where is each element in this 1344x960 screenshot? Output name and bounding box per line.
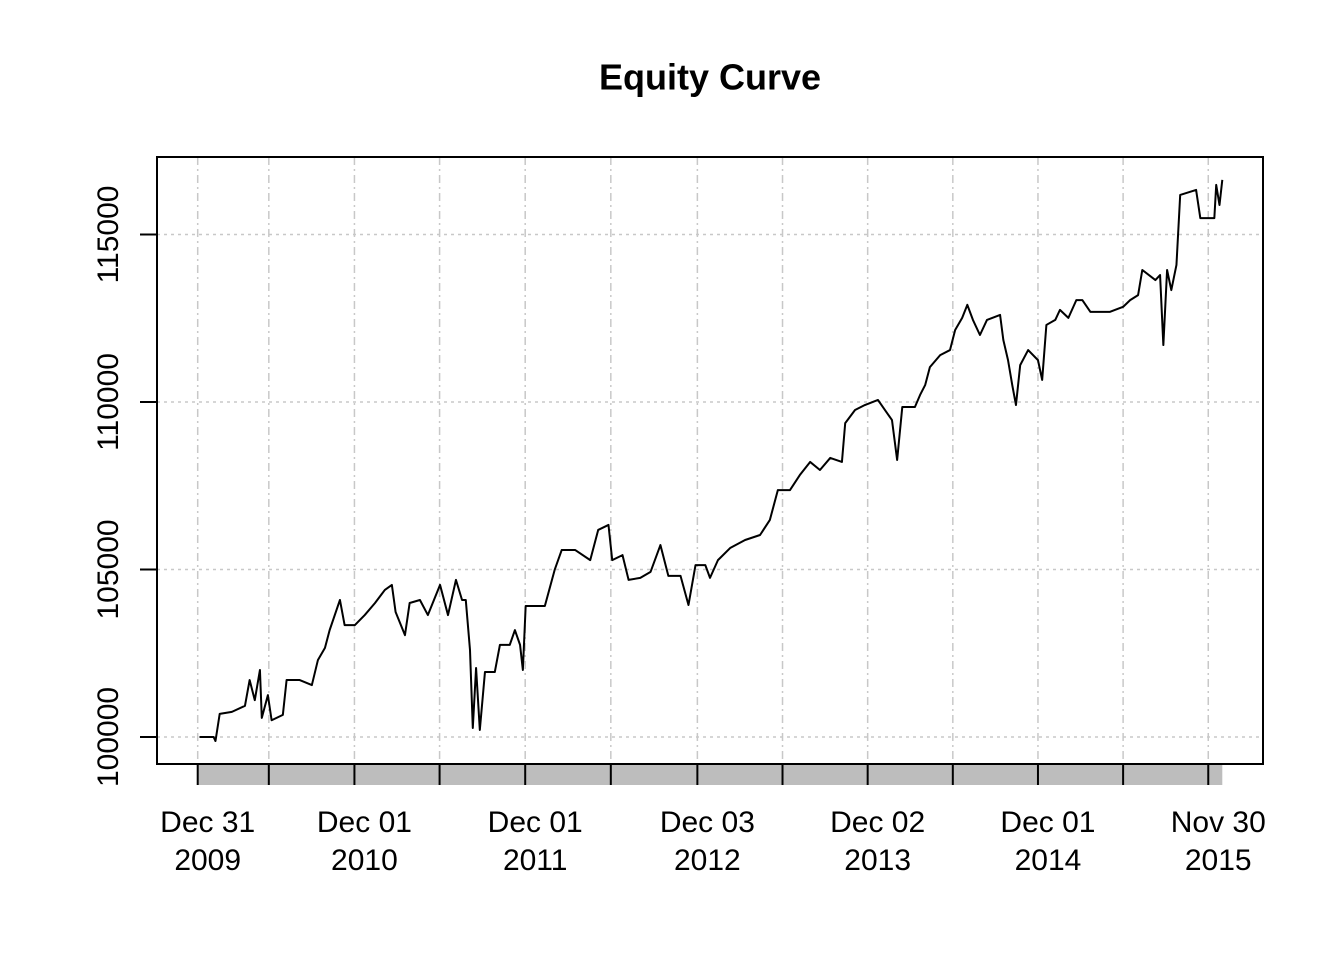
x-tick-label: Dec 31 2009 bbox=[160, 806, 255, 877]
x-tick-label-line: 2014 bbox=[1015, 844, 1082, 877]
x-tick-label-line: Nov 30 bbox=[1171, 806, 1266, 839]
plot-frame bbox=[156, 156, 1264, 765]
x-tick-label-line: Dec 02 bbox=[830, 806, 925, 839]
x-tick-label: Dec 01 2011 bbox=[488, 806, 583, 877]
x-tick-label-line: Dec 31 bbox=[160, 806, 255, 839]
x-tick-label-line: Dec 01 bbox=[1000, 806, 1095, 839]
x-tick-label-line: Dec 03 bbox=[660, 806, 755, 839]
time-bar bbox=[197, 764, 1223, 785]
x-tick-label: Nov 30 2015 bbox=[1171, 806, 1266, 877]
x-tick-label-line: 2009 bbox=[174, 844, 241, 877]
y-tick-label: 100000 bbox=[92, 687, 125, 787]
chart-title: Equity Curve bbox=[599, 57, 821, 98]
x-tick-label: Dec 02 2013 bbox=[830, 806, 925, 877]
y-tick-label: 105000 bbox=[92, 519, 125, 619]
x-tick-label-line: 2015 bbox=[1185, 844, 1252, 877]
equity-line bbox=[199, 179, 1224, 743]
x-tick-label-line: 2013 bbox=[844, 844, 911, 877]
x-tick-label: Dec 01 2014 bbox=[1000, 806, 1095, 877]
y-tick-label: 115000 bbox=[92, 186, 125, 284]
y-tick-label: 110000 bbox=[92, 353, 125, 451]
x-tick-label-line: 2012 bbox=[674, 844, 741, 877]
x-tick-label: Dec 03 2012 bbox=[660, 806, 755, 877]
x-tick-label-line: 2011 bbox=[503, 844, 568, 877]
x-tick-label-line: 2010 bbox=[331, 844, 398, 877]
x-tick-label-line: Dec 01 bbox=[488, 806, 583, 839]
x-tick-label: Dec 01 2010 bbox=[317, 806, 412, 877]
x-tick-label-line: Dec 01 bbox=[317, 806, 412, 839]
